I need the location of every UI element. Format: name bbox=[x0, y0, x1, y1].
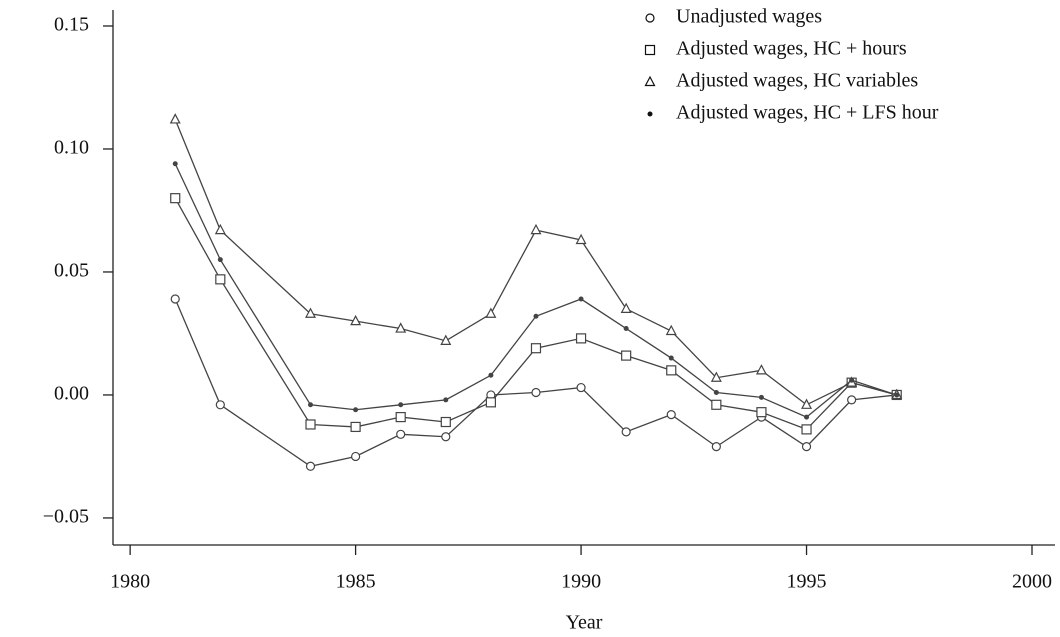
legend-label: Adjusted wages, HC + LFS hour bbox=[676, 102, 939, 124]
data-point bbox=[623, 326, 629, 332]
data-point bbox=[488, 372, 494, 378]
y-tick-label: 0.15 bbox=[54, 14, 89, 36]
data-point bbox=[443, 397, 449, 403]
data-point bbox=[668, 355, 674, 361]
data-point bbox=[172, 161, 178, 167]
data-point bbox=[353, 407, 359, 413]
data-point bbox=[621, 427, 631, 437]
legend-label: Adjusted wages, HC variables bbox=[676, 70, 918, 92]
x-tick-label: 1990 bbox=[561, 571, 601, 593]
series-line bbox=[174, 298, 897, 467]
y-tick-label: 0.05 bbox=[54, 260, 89, 282]
data-point bbox=[801, 442, 812, 452]
data-point bbox=[305, 419, 316, 430]
data-point bbox=[398, 402, 404, 408]
legend-marker bbox=[644, 75, 656, 87]
data-point bbox=[804, 414, 810, 420]
data-point bbox=[217, 257, 223, 263]
data-point bbox=[395, 322, 407, 333]
data-point bbox=[396, 429, 406, 439]
data-point bbox=[530, 223, 542, 235]
data-point bbox=[485, 397, 496, 408]
data-point bbox=[169, 113, 181, 124]
data-point bbox=[713, 389, 719, 395]
data-point bbox=[801, 398, 813, 409]
legend-marker bbox=[647, 111, 653, 117]
data-point bbox=[710, 371, 722, 382]
data-point bbox=[440, 416, 451, 428]
data-point bbox=[621, 350, 632, 361]
data-point bbox=[530, 343, 542, 354]
y-tick-label: 0.00 bbox=[54, 383, 89, 405]
data-point bbox=[305, 461, 316, 471]
data-point bbox=[170, 294, 180, 304]
data-point bbox=[485, 307, 497, 318]
data-point bbox=[531, 387, 541, 398]
data-point bbox=[305, 307, 317, 318]
data-point bbox=[350, 421, 361, 433]
data-point bbox=[351, 451, 361, 462]
legend-label: Adjusted wages, HC + hours bbox=[676, 38, 907, 60]
data-point bbox=[665, 324, 677, 336]
legend-marker bbox=[645, 13, 655, 23]
data-point bbox=[441, 432, 451, 442]
data-point bbox=[440, 334, 452, 345]
data-point bbox=[847, 395, 857, 405]
data-point bbox=[894, 392, 900, 398]
data-point bbox=[395, 411, 406, 423]
data-point bbox=[575, 233, 587, 245]
x-tick-label: 1985 bbox=[336, 571, 376, 593]
data-point bbox=[711, 399, 722, 410]
x-tick-label: 2000 bbox=[1012, 571, 1052, 593]
series-line bbox=[174, 119, 897, 406]
series-line bbox=[174, 163, 897, 418]
data-point bbox=[755, 364, 767, 375]
data-point bbox=[666, 410, 676, 420]
data-point bbox=[711, 442, 721, 452]
data-point bbox=[620, 302, 632, 313]
y-tick-label: 0.10 bbox=[54, 137, 89, 159]
data-point bbox=[758, 394, 764, 400]
x-axis-label: Year bbox=[566, 612, 603, 634]
data-point bbox=[576, 382, 586, 393]
data-point bbox=[575, 333, 587, 344]
data-point bbox=[578, 296, 584, 302]
data-point bbox=[215, 400, 225, 410]
legend-marker bbox=[644, 44, 656, 56]
data-point bbox=[801, 424, 812, 435]
data-point bbox=[215, 274, 226, 285]
data-point bbox=[308, 402, 314, 408]
x-tick-label: 1980 bbox=[110, 571, 150, 593]
x-tick-label: 1995 bbox=[787, 571, 827, 593]
data-point bbox=[350, 314, 362, 326]
y-tick-label: −0.05 bbox=[43, 506, 89, 528]
data-point bbox=[756, 407, 767, 418]
legend-label: Unadjusted wages bbox=[676, 6, 822, 28]
data-point bbox=[533, 313, 539, 319]
data-point bbox=[666, 365, 677, 376]
data-point bbox=[170, 193, 181, 204]
data-point bbox=[214, 223, 226, 235]
data-point bbox=[849, 377, 855, 383]
series-line bbox=[174, 197, 897, 431]
